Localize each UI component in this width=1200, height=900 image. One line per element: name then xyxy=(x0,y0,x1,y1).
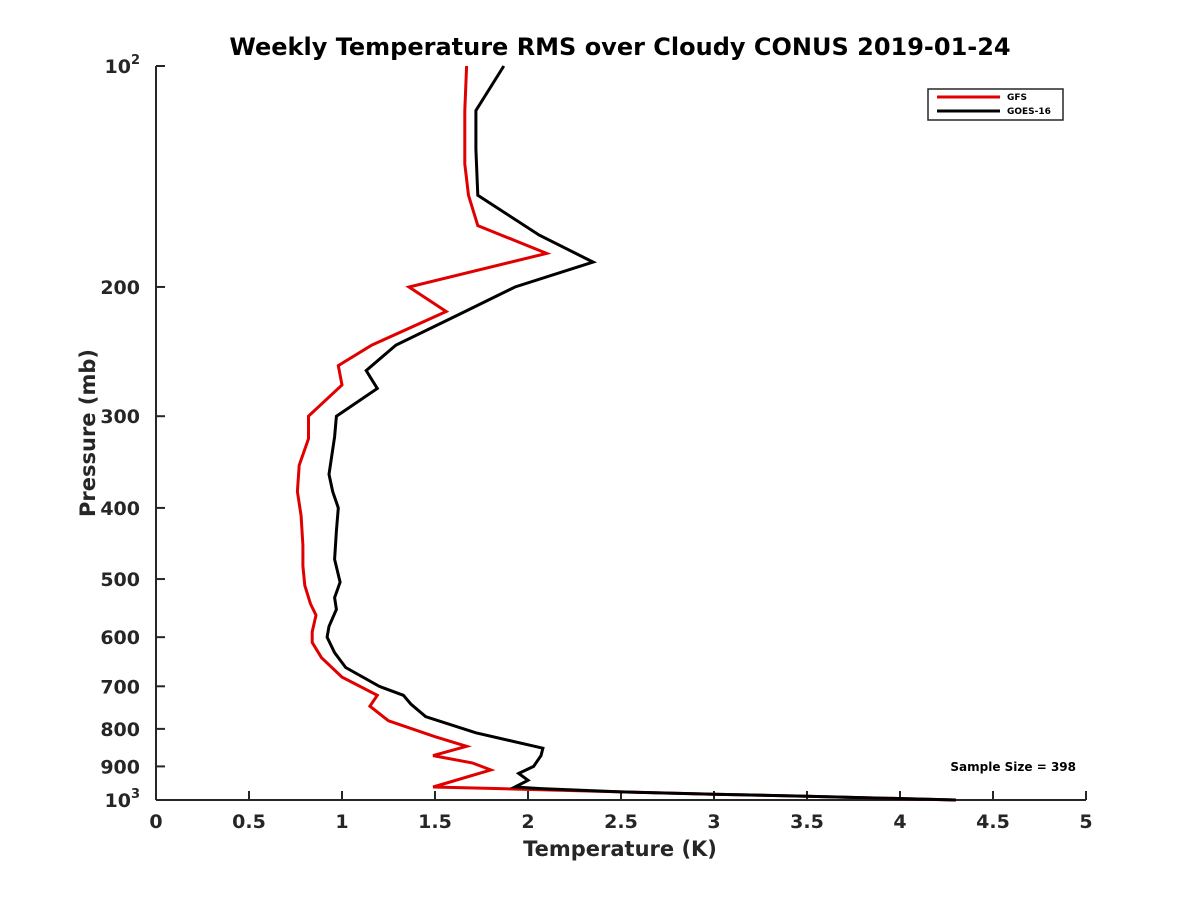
legend-entry: GOES-16 xyxy=(1007,107,1051,117)
x-tick-label: 4 xyxy=(893,811,906,833)
x-tick-label: 1 xyxy=(335,811,348,833)
x-tick-label: 4.5 xyxy=(976,811,1010,833)
legend-box xyxy=(927,88,1064,121)
y-tick-label: 200 xyxy=(100,277,140,299)
legend-entry: GFS xyxy=(1007,93,1027,103)
series-line-goes-16 xyxy=(325,65,956,802)
y-tick-label: 900 xyxy=(100,756,140,778)
series-line-gfs xyxy=(295,65,956,802)
x-tick-label: 0.5 xyxy=(232,811,266,833)
chart-title: Weekly Temperature RMS over Cloudy CONUS… xyxy=(229,33,1010,61)
sample-size-annotation: Sample Size = 398 xyxy=(950,760,1076,774)
y-tick-label: 500 xyxy=(100,569,140,591)
y-tick-label: 103 xyxy=(105,787,141,812)
y-tick-label: 800 xyxy=(100,719,140,741)
x-tick-label: 3 xyxy=(707,811,720,833)
y-tick-label: 300 xyxy=(100,406,140,428)
x-tick-label: 2.5 xyxy=(604,811,638,833)
series-layer xyxy=(295,65,956,802)
y-axis-label: Pressure (mb) xyxy=(76,349,100,517)
plot-axes: 0 0.5 1 1.5 2 2.5 3 3.5 4 4.5 5 102 200 300 400 500 600 7… xyxy=(100,53,1092,833)
y-tick-label: 600 xyxy=(100,627,140,649)
x-tick-label: 2 xyxy=(521,811,534,833)
legend: GFS GOES-16 xyxy=(927,88,1064,121)
y-tick-label: 400 xyxy=(100,498,140,520)
x-axis-label: Temperature (K) xyxy=(523,837,717,861)
x-tick-label: 5 xyxy=(1079,811,1092,833)
y-tick-label: 102 xyxy=(105,53,141,78)
x-tick-label: 0 xyxy=(149,811,162,833)
x-tick-label: 3.5 xyxy=(790,811,824,833)
x-tick-label: 1.5 xyxy=(418,811,452,833)
y-tick-label: 700 xyxy=(100,676,140,698)
